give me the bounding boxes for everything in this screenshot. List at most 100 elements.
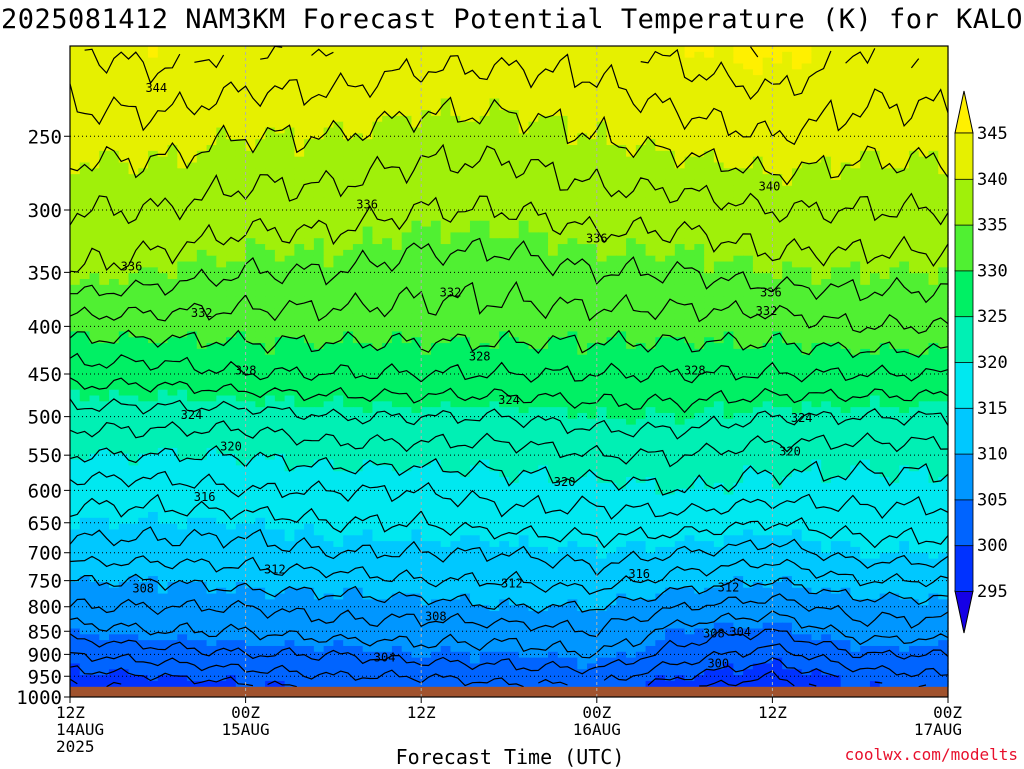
field-cell — [323, 273, 334, 280]
field-cell — [772, 302, 783, 309]
field-cell — [304, 209, 315, 216]
field-cell — [762, 75, 773, 82]
field-cell — [138, 331, 149, 338]
field-cell — [79, 226, 91, 234]
field-cell — [616, 162, 627, 169]
field-cell — [157, 354, 169, 362]
field-cell — [596, 191, 608, 199]
field-cell — [587, 354, 598, 362]
field-cell — [343, 92, 354, 100]
field-cell — [762, 162, 773, 169]
field-cell — [928, 284, 939, 292]
field-cell — [489, 86, 500, 94]
field-cell — [206, 348, 217, 356]
field-cell — [733, 273, 744, 280]
field-cell — [284, 360, 295, 367]
field-cell — [733, 156, 744, 164]
field-cell — [548, 57, 559, 65]
field-cell — [635, 98, 647, 105]
field-cell — [391, 162, 403, 169]
field-cell — [274, 57, 286, 65]
field-cell — [538, 319, 549, 327]
field-cell — [538, 267, 549, 274]
field-cell — [274, 156, 286, 164]
field-cell — [430, 313, 442, 321]
field-cell — [616, 75, 627, 82]
field-cell — [421, 249, 432, 257]
field-cell — [304, 197, 315, 204]
field-cell — [665, 261, 676, 268]
field-cell — [109, 244, 120, 251]
field-cell — [528, 98, 539, 105]
field-cell — [157, 348, 169, 356]
field-cell — [684, 261, 695, 268]
field-cell — [323, 261, 334, 268]
field-cell — [548, 150, 559, 158]
field-cell — [401, 51, 413, 59]
field-cell — [421, 92, 432, 100]
field-cell — [284, 284, 295, 292]
field-cell — [362, 179, 374, 187]
field-cell — [694, 110, 705, 117]
field-cell — [772, 273, 783, 280]
field-cell — [860, 313, 871, 321]
field-cell — [255, 354, 266, 362]
field-cell — [362, 150, 374, 158]
field-cell — [157, 244, 169, 251]
field-cell — [382, 214, 393, 222]
field-cell — [196, 46, 208, 53]
field-cell — [782, 255, 793, 263]
field-cell — [743, 273, 754, 280]
field-cell — [528, 354, 539, 362]
field-cell — [372, 360, 383, 367]
field-cell — [167, 273, 178, 280]
field-cell — [469, 220, 481, 228]
field-cell — [226, 284, 237, 292]
field-cell — [645, 249, 656, 257]
field-cell — [499, 150, 510, 158]
field-cell — [411, 69, 422, 76]
field-cell — [694, 191, 705, 199]
field-cell — [440, 284, 452, 292]
field-cell — [226, 261, 237, 268]
field-cell — [704, 139, 715, 146]
field-cell — [294, 273, 305, 280]
field-cell — [255, 92, 266, 100]
field-cell — [860, 110, 871, 117]
field-cell — [382, 139, 393, 146]
field-cell — [255, 360, 266, 367]
field-cell — [430, 273, 442, 280]
field-cell — [440, 325, 452, 333]
field-cell — [889, 46, 900, 53]
field-cell — [372, 214, 383, 222]
field-cell — [460, 86, 471, 94]
field-cell — [89, 174, 100, 181]
field-cell — [177, 51, 188, 59]
field-cell — [801, 360, 813, 367]
field-cell — [762, 261, 773, 268]
field-cell — [899, 209, 910, 216]
field-cell — [430, 63, 442, 70]
field-cell — [918, 92, 930, 100]
field-cell — [167, 133, 178, 140]
field-cell — [840, 63, 852, 70]
field-cell — [557, 220, 569, 228]
field-cell — [479, 92, 491, 100]
field-cell — [616, 69, 627, 76]
field-cell — [284, 220, 295, 228]
field-cell — [879, 179, 891, 187]
field-cell — [782, 308, 793, 315]
field-cell — [587, 104, 598, 111]
field-cell — [713, 267, 725, 274]
field-cell — [304, 302, 315, 309]
field-cell — [655, 150, 666, 158]
field-cell — [274, 191, 286, 199]
field-cell — [772, 75, 783, 82]
field-cell — [323, 290, 334, 298]
field-cell — [430, 104, 442, 111]
field-cell — [518, 249, 530, 257]
field-cell — [704, 98, 715, 105]
field-cell — [382, 98, 393, 105]
field-cell — [489, 319, 500, 327]
field-cell — [187, 86, 198, 94]
